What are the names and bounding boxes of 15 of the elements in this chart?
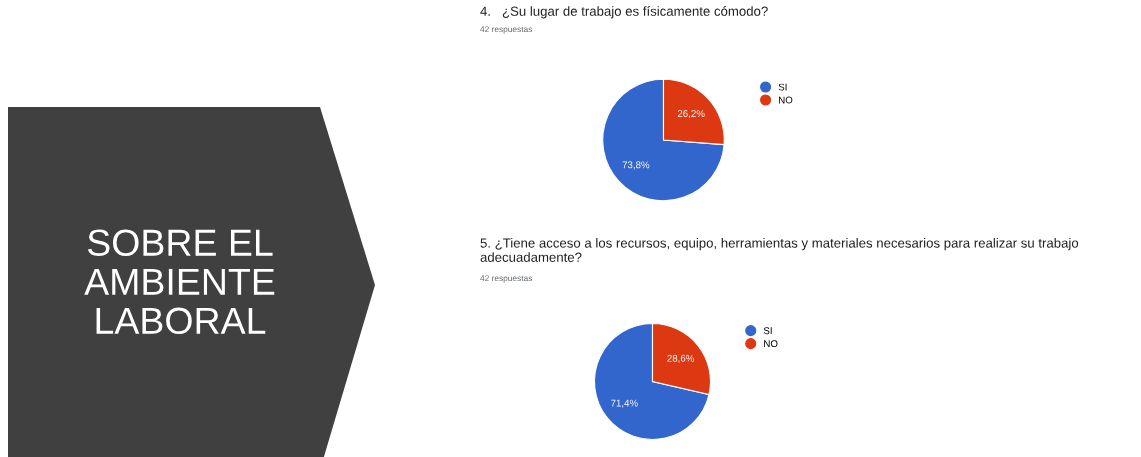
text: 42 respuestas: [480, 26, 533, 34]
data-label: 71,4%: [611, 399, 638, 408]
chart-title: 4. ¿Su lugar de trabajo es físicamente cómodo?: [480, 6, 768, 19]
text: 42 respuestas: [480, 275, 533, 283]
data-label: 73,8%: [622, 161, 650, 170]
legend-label: NO: [764, 340, 778, 348]
legend-label: SI: [763, 327, 772, 335]
text: SOBRE EL AMBIENTE LABORAL: [84, 229, 275, 335]
data-label: 28,6%: [667, 354, 695, 363]
legend-label: NO: [779, 96, 793, 104]
pie-slice: [593, 322, 710, 441]
legend-label: SI: [778, 83, 787, 91]
chart-title: 5. ¿Tiene acceso a los recursos, equipo, herramientas y materiales necesarios para realizar su trabajo adecuadamente?: [480, 238, 1079, 262]
data-label: 26,2%: [677, 110, 705, 119]
pie-slice: [602, 78, 725, 202]
